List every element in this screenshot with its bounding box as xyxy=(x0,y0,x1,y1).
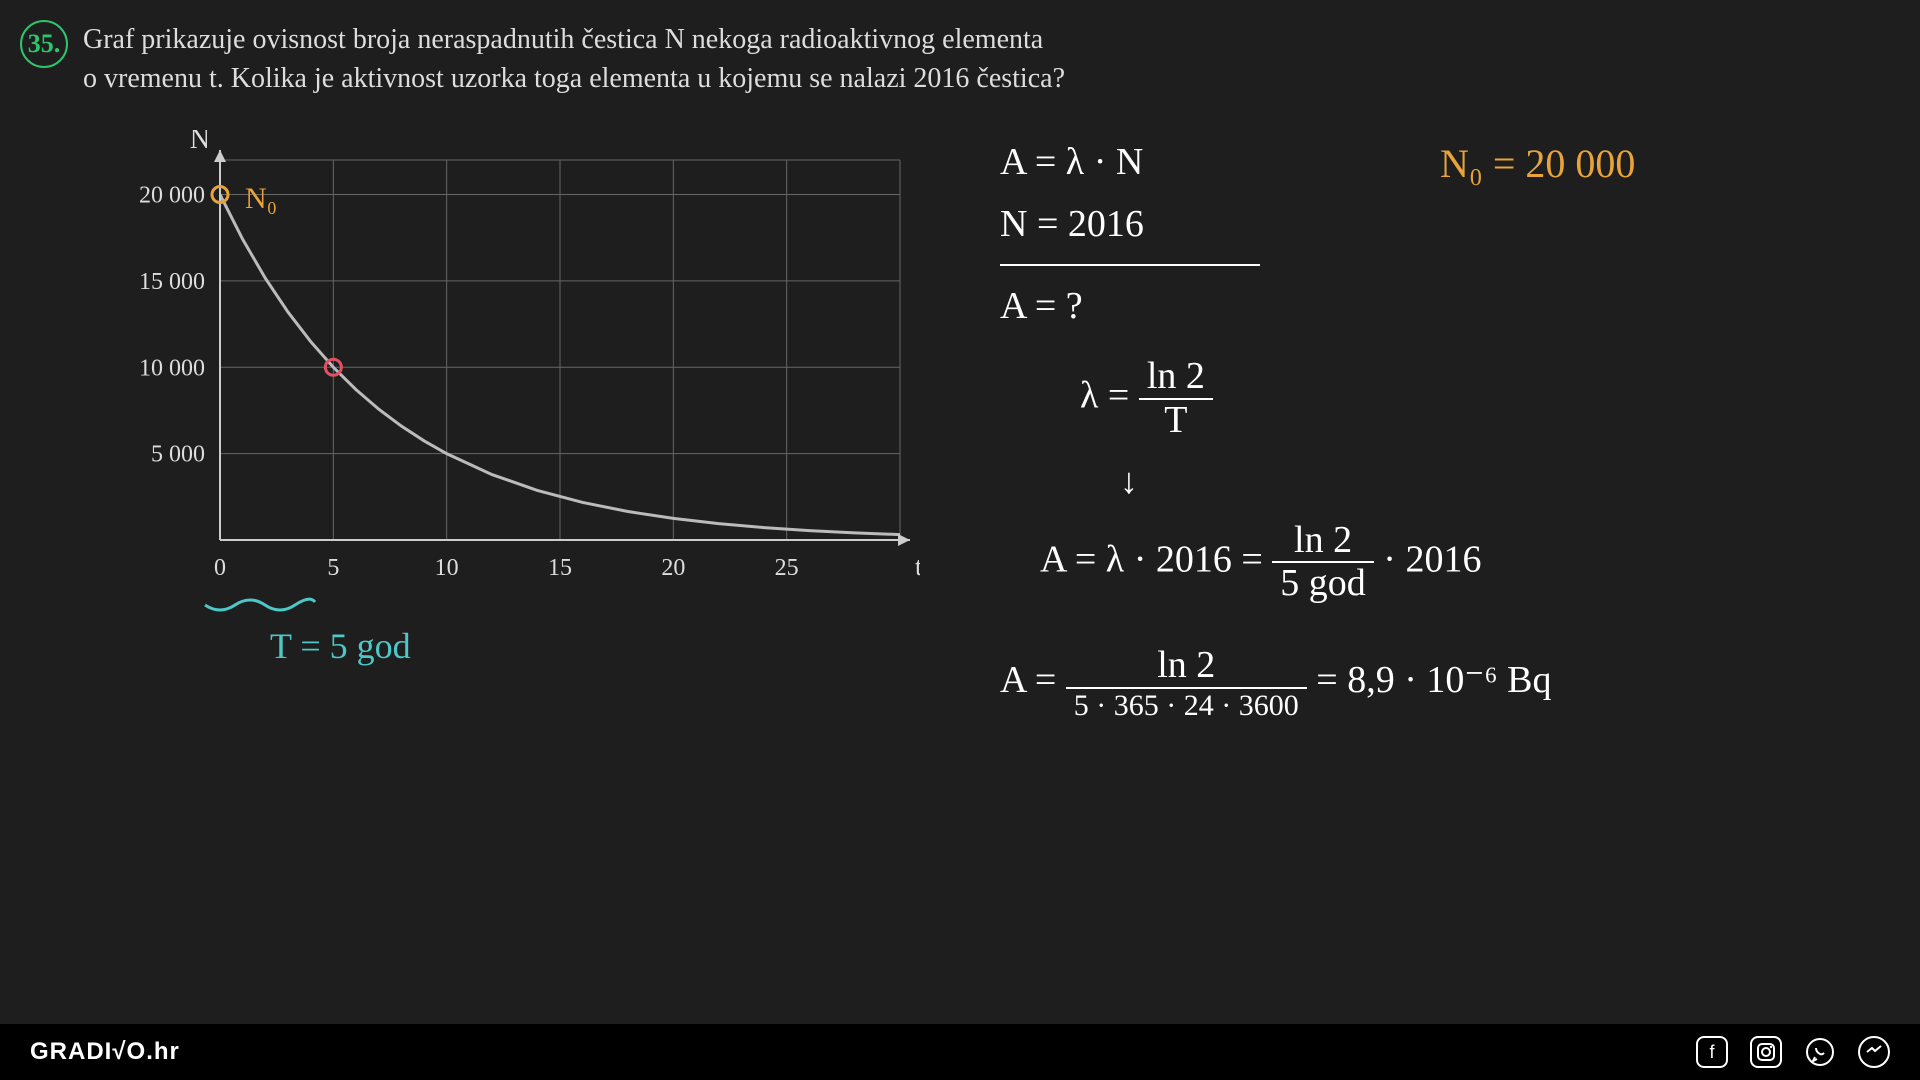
svg-text:20 000: 20 000 xyxy=(139,183,205,209)
svg-text:20: 20 xyxy=(661,555,685,581)
svg-text:15 000: 15 000 xyxy=(139,269,205,295)
lambda-fraction: ln 2 T xyxy=(1139,356,1213,442)
underline-wave xyxy=(200,590,320,620)
footer-bar: GRADI√O.hr f xyxy=(0,1024,1920,1080)
lambda-num: ln 2 xyxy=(1139,356,1213,400)
brand-suffix: .hr xyxy=(146,1038,180,1065)
question-number: 35. xyxy=(20,20,68,68)
activity-expanded: A = λ · 2016 = ln 2 5 god · 2016 xyxy=(1040,520,1635,606)
A-final-num: ln 2 xyxy=(1066,645,1307,689)
question-text: Graf prikazuje ovisnost broja neraspadnu… xyxy=(83,20,1065,98)
A-expand-fraction: ln 2 5 god xyxy=(1272,520,1374,606)
svg-text:5 000: 5 000 xyxy=(151,442,205,468)
facebook-icon[interactable]: f xyxy=(1696,1036,1728,1068)
A-expand-den: 5 god xyxy=(1272,563,1374,605)
calculations: A = λ · N N = 2016 A = ? N₀ = 20 000 λ =… xyxy=(1000,140,1635,740)
formula-activity: A = λ · N xyxy=(1000,140,1260,184)
lambda-formula: λ = ln 2 T xyxy=(1080,356,1635,442)
brand-pre: GRADI xyxy=(30,1038,112,1065)
chart-svg: 5 000 10 000 15 000 20 000 0 5 10 15 20 25 Nt/god xyxy=(100,130,920,600)
svg-text:10 000: 10 000 xyxy=(139,355,205,381)
question-text-line1: Graf prikazuje ovisnost broja neraspadnu… xyxy=(83,24,1043,55)
activity-final: A = ln 2 5 · 365 · 24 · 3600 = 8,9 · 10⁻… xyxy=(1000,645,1635,722)
brand-logo: GRADI√O.hr xyxy=(30,1038,180,1066)
question-header: 35. Graf prikazuje ovisnost broja nerasp… xyxy=(20,20,1065,98)
half-life-annotation: T = 5 god xyxy=(270,625,411,667)
A-expand-num: ln 2 xyxy=(1272,520,1374,564)
n0-value: N₀ = 20 000 xyxy=(1440,140,1635,328)
A-final-left: A = xyxy=(1000,659,1056,701)
decay-chart: 5 00010 00015 00020 0000510152025Nt/god … xyxy=(100,130,920,605)
svg-text:15: 15 xyxy=(548,555,572,581)
unknown-A: A = ? xyxy=(1000,284,1260,328)
social-icons: f xyxy=(1696,1036,1890,1068)
arrow-down-icon: ↓ xyxy=(1120,460,1635,502)
given-N: N = 2016 xyxy=(1000,202,1260,246)
lambda-den: T xyxy=(1139,400,1213,442)
brand-root: √O xyxy=(112,1038,146,1065)
n0-label: N₀ xyxy=(245,182,277,216)
whatsapp-icon[interactable] xyxy=(1804,1036,1836,1068)
A-final-right: = 8,9 · 10⁻⁶ Bq xyxy=(1316,659,1551,701)
question-text-line2: o vremenu t. Kolika je aktivnost uzorka … xyxy=(83,63,1065,94)
instagram-icon[interactable] xyxy=(1750,1036,1782,1068)
A-expand-left: A = λ · 2016 = xyxy=(1040,538,1263,580)
svg-text:N: N xyxy=(190,130,210,155)
svg-text:25: 25 xyxy=(775,555,799,581)
A-expand-right: · 2016 xyxy=(1383,538,1481,580)
svg-text:10: 10 xyxy=(435,555,459,581)
svg-text:5: 5 xyxy=(327,555,339,581)
A-final-den: 5 · 365 · 24 · 3600 xyxy=(1066,689,1307,722)
svg-text:0: 0 xyxy=(214,555,226,581)
lambda-eq-label: λ = xyxy=(1080,375,1129,417)
messenger-icon[interactable] xyxy=(1858,1036,1890,1068)
svg-text:t/god: t/god xyxy=(915,552,920,581)
A-final-fraction: ln 2 5 · 365 · 24 · 3600 xyxy=(1066,645,1307,722)
given-divider xyxy=(1000,264,1260,266)
